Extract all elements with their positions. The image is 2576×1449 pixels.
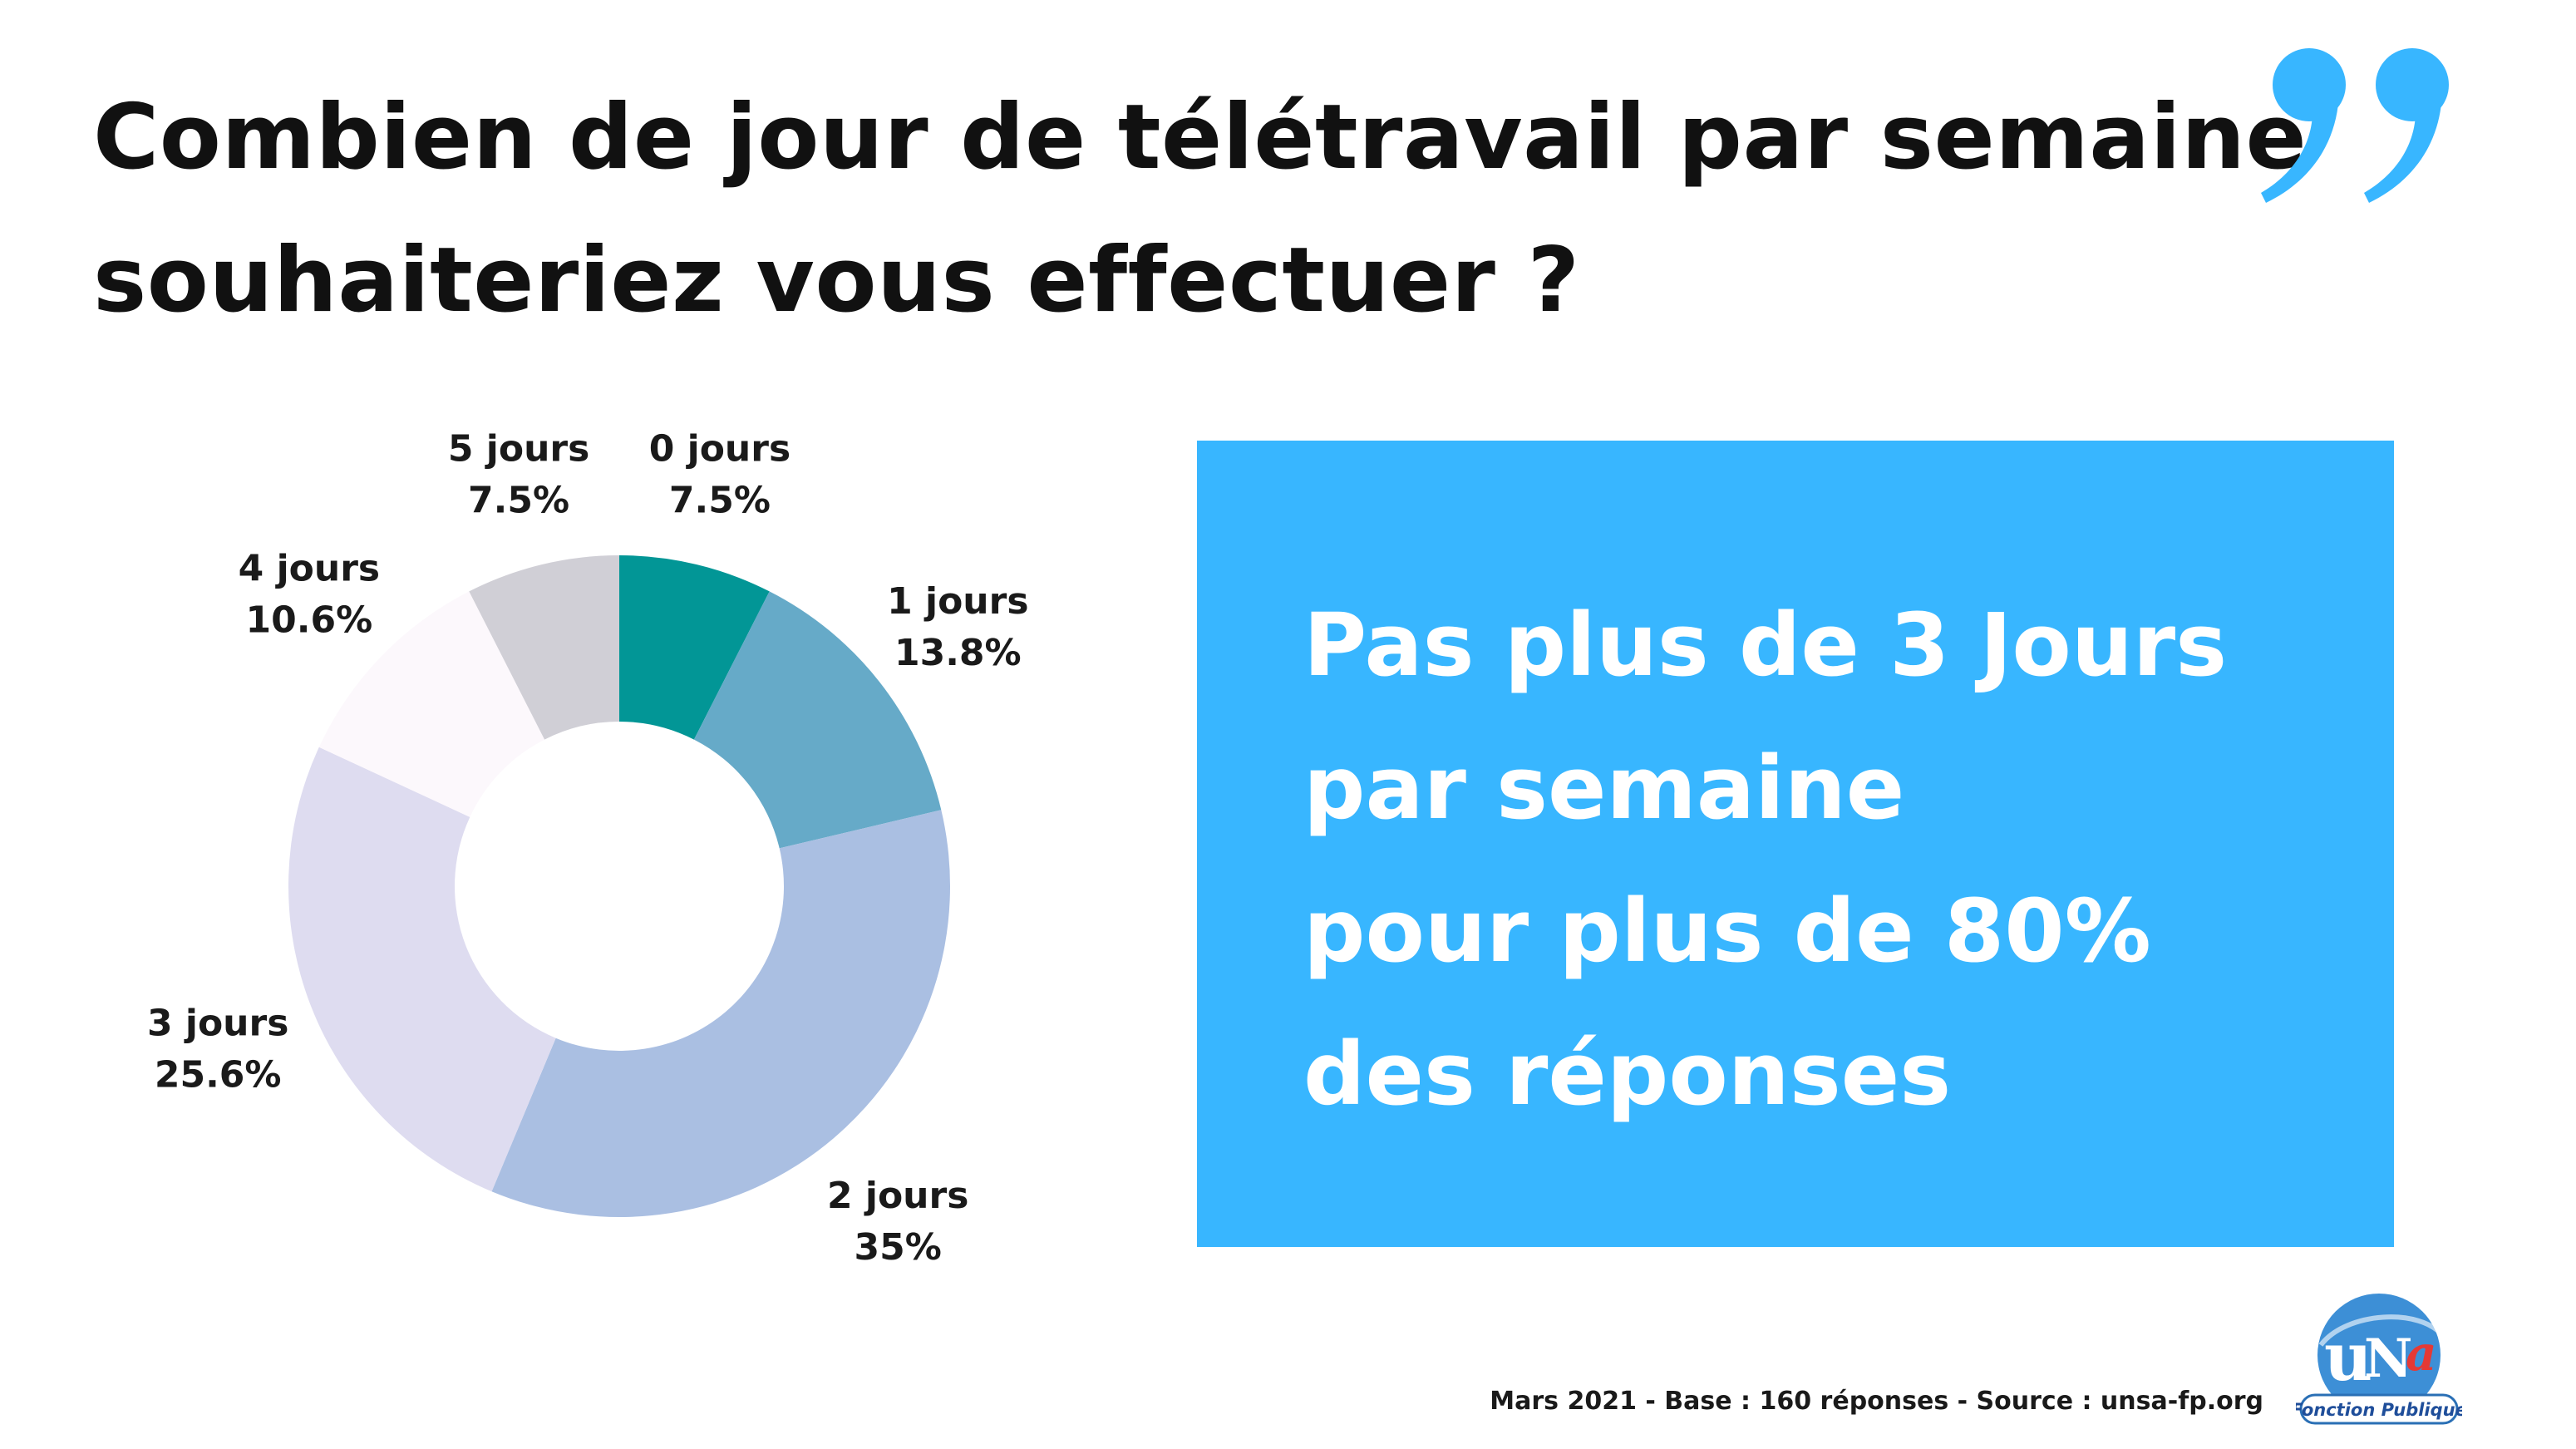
slice-value-label-3: 25.6% — [155, 1054, 282, 1097]
donut-slice-5 — [469, 555, 619, 740]
donut-chart: 0 jours 7.5% 1 jours 13.8% 2 jours 35% 3 jours… — [147, 427, 1029, 1269]
title-line-2: souhaiteriez vous effectuer ? — [93, 229, 1580, 333]
callout-line-1: Pas plus de 3 Jours — [1303, 594, 2228, 696]
slice-category-label-5: 5 jours — [448, 427, 589, 470]
slice-category-label-3: 3 jours — [147, 1003, 288, 1045]
svg-text:N: N — [2364, 1328, 2413, 1390]
donut-slice-4 — [318, 591, 545, 817]
slice-value-label-1: 13.8% — [894, 632, 1022, 674]
callout-line-3: pour plus de 80% — [1303, 880, 2151, 982]
source-note: Mars 2021 - Base : 160 réponses - Source… — [1490, 1387, 2263, 1416]
slice-labels: 0 jours 7.5% 1 jours 13.8% 2 jours 35% 3 jours… — [147, 427, 1029, 1269]
donut-slice-2 — [491, 810, 950, 1217]
svg-text:a: a — [2406, 1325, 2437, 1382]
callout-line-4: des réponses — [1303, 1023, 1952, 1125]
donut-slice-1 — [693, 591, 942, 849]
slice-value-label-4: 10.6% — [246, 599, 373, 642]
slice-category-label-1: 1 jours — [887, 580, 1028, 623]
slice-category-label-4: 4 jours — [239, 548, 380, 590]
donut-slice-0 — [619, 555, 770, 740]
svg-text:u: u — [2324, 1318, 2372, 1396]
donut-slice-3 — [288, 747, 556, 1192]
slice-value-label-2: 35% — [855, 1226, 942, 1269]
donut-slices — [288, 555, 950, 1217]
slice-value-label-0: 7.5% — [669, 479, 771, 521]
callout-box: Pas plus de 3 Jours par semaine pour plu… — [1197, 441, 2394, 1247]
closing-quote-icon — [2261, 48, 2449, 203]
slice-category-label-0: 0 jours — [649, 427, 791, 470]
title-line-1: Combien de jour de télétravail par semai… — [93, 86, 2308, 190]
callout-line-2: par semaine — [1303, 737, 1905, 839]
slice-value-label-5: 7.5% — [468, 479, 569, 521]
slice-category-label-2: 2 jours — [827, 1175, 968, 1217]
unsa-logo: u N a Fonction Publique — [2296, 1294, 2462, 1425]
svg-text:Fonction Publique: Fonction Publique — [2296, 1400, 2462, 1420]
page-title: Combien de jour de télétravail par semai… — [93, 67, 2308, 352]
